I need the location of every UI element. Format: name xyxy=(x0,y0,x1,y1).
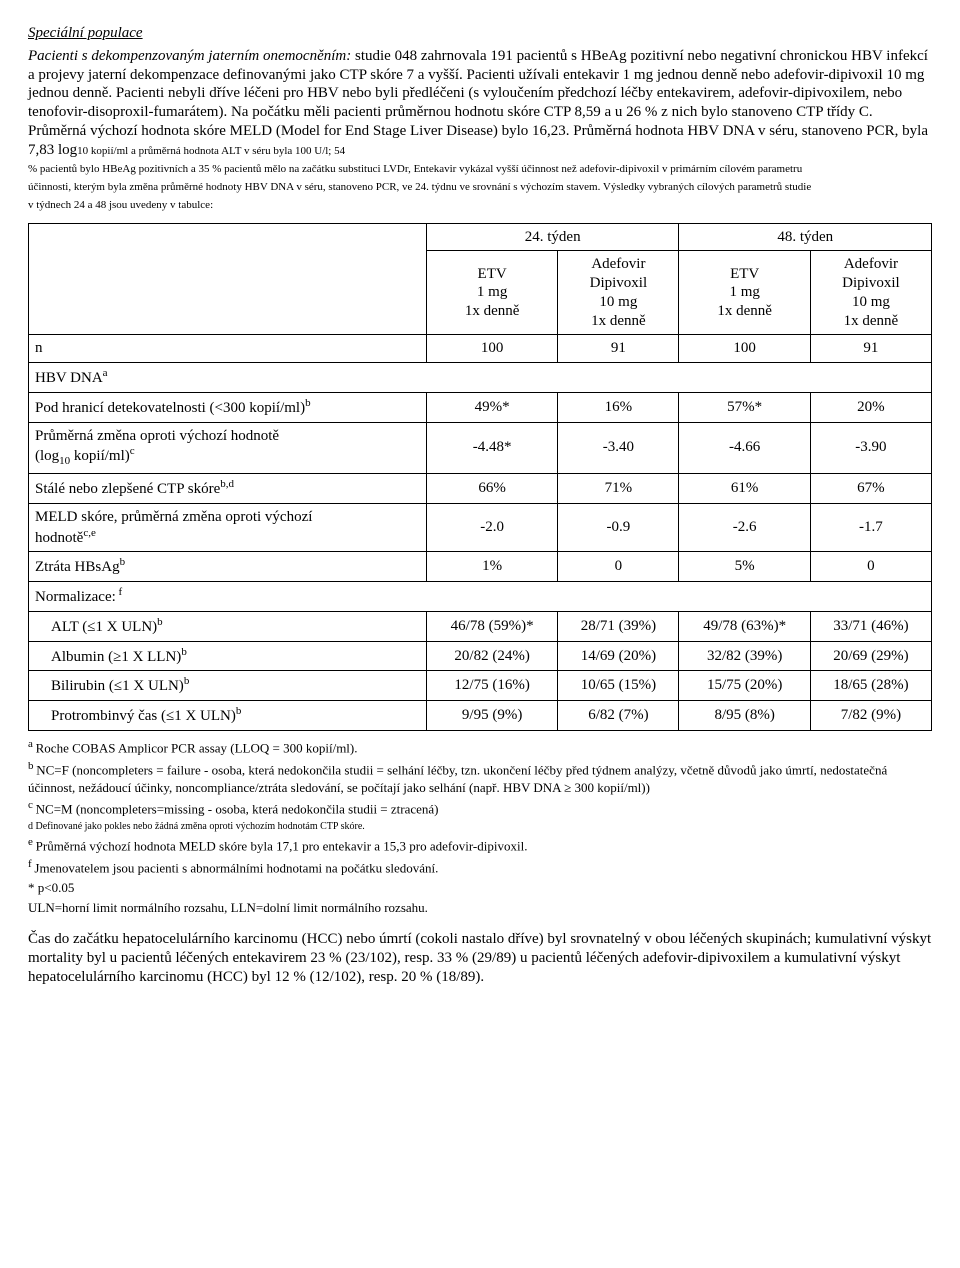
row-pt: Protrombinvý čas (≤1 X ULN)b 9/95 (9%) 6… xyxy=(29,701,932,731)
cell: 91 xyxy=(810,335,931,363)
cell: -1.7 xyxy=(810,503,931,552)
cell-meanchange-label: Průměrná změna oproti výchozí hodnotě (l… xyxy=(29,422,427,474)
cell: -2.6 xyxy=(679,503,810,552)
cell: 20% xyxy=(810,392,931,422)
col-adf-24: Adefovir Dipivoxil 10 mg 1x denně xyxy=(558,251,679,335)
para-small-3: v týdnech 24 a 48 jsou uvedeny v tabulce… xyxy=(28,199,932,213)
cell-below-label: Pod hranicí detekovatelnosti (<300 kopií… xyxy=(29,392,427,422)
cell: 15/75 (20%) xyxy=(679,671,810,701)
cell: 57%* xyxy=(679,392,810,422)
para1-body: studie 048 zahrnovala 191 pacientů s HBe… xyxy=(28,48,928,158)
col-adf-48: Adefovir Dipivoxil 10 mg 1x denně xyxy=(810,251,931,335)
col-etv-24: ETV 1 mg 1x denně xyxy=(426,251,557,335)
para-1: Pacienti s dekompenzovaným jaterním onem… xyxy=(28,47,932,160)
section-heading: Speciální populace xyxy=(28,24,932,43)
cell-hbsag-label: Ztráta HBsAgb xyxy=(29,552,427,582)
footnote-e: e Průměrná výchozí hodnota MELD skóre by… xyxy=(28,835,932,855)
cell: 67% xyxy=(810,474,931,504)
cell: 71% xyxy=(558,474,679,504)
cell: 20/69 (29%) xyxy=(810,641,931,671)
cell: 33/71 (46%) xyxy=(810,611,931,641)
row-alt: ALT (≤1 X ULN)b 46/78 (59%)* 28/71 (39%)… xyxy=(29,611,932,641)
cell-alb-label: Albumin (≥1 X LLN)b xyxy=(29,641,427,671)
cell: 49/78 (63%)* xyxy=(679,611,810,641)
cell: 18/65 (28%) xyxy=(810,671,931,701)
footnotes-block: a Roche COBAS Amplicor PCR assay (LLOQ =… xyxy=(28,737,932,917)
cell: -3.90 xyxy=(810,422,931,474)
cell: -4.66 xyxy=(679,422,810,474)
cell: 0 xyxy=(810,552,931,582)
footnote-c: c NC=M (noncompleters=missing - osoba, k… xyxy=(28,798,932,818)
cell-alt-label: ALT (≤1 X ULN)b xyxy=(29,611,427,641)
cell: 9/95 (9%) xyxy=(426,701,557,731)
cell: 66% xyxy=(426,474,557,504)
cell: 6/82 (7%) xyxy=(558,701,679,731)
cell: -3.40 xyxy=(558,422,679,474)
table-header-row-1: 24. týden 48. týden xyxy=(29,223,932,251)
cell-meld-label: MELD skóre, průměrná změna oproti výchoz… xyxy=(29,503,427,552)
footnote-b: b NC=F (noncompleters = failure - osoba,… xyxy=(28,759,932,796)
cell: 100 xyxy=(679,335,810,363)
cell-ctp-label: Stálé nebo zlepšené CTP skóreb,d xyxy=(29,474,427,504)
cell: 61% xyxy=(679,474,810,504)
cell: 1% xyxy=(426,552,557,582)
para1-sub: 10 kopií/ml a průměrná hodnota ALT v sér… xyxy=(77,145,345,157)
header-week24: 24. týden xyxy=(426,223,679,251)
cell: -2.0 xyxy=(426,503,557,552)
row-bilirubin: Bilirubin (≤1 X ULN)b 12/75 (16%) 10/65 … xyxy=(29,671,932,701)
cell-norm-label: Normalizace: f xyxy=(29,582,932,612)
para-small-2: účinnosti, kterým byla změna průměrné ho… xyxy=(28,181,932,195)
row-normalization: Normalizace: f xyxy=(29,582,932,612)
col-etv-48: ETV 1 mg 1x denně xyxy=(679,251,810,335)
cell: -0.9 xyxy=(558,503,679,552)
cell: 32/82 (39%) xyxy=(679,641,810,671)
closing-para: Čas do začátku hepatocelulárního karcino… xyxy=(28,930,932,986)
row-mean-change: Průměrná změna oproti výchozí hodnotě (l… xyxy=(29,422,932,474)
results-table: 24. týden 48. týden ETV 1 mg 1x denně Ad… xyxy=(28,223,932,731)
footnote-f: f Jmenovatelem jsou pacienti s abnormáln… xyxy=(28,857,932,877)
cell: 16% xyxy=(558,392,679,422)
cell: 49%* xyxy=(426,392,557,422)
row-hbsag: Ztráta HBsAgb 1% 0 5% 0 xyxy=(29,552,932,582)
para1-lead: Pacienti s dekompenzovaným jaterním onem… xyxy=(28,48,351,64)
row-below-detection: Pod hranicí detekovatelnosti (<300 kopií… xyxy=(29,392,932,422)
row-n: n 100 91 100 91 xyxy=(29,335,932,363)
row-ctp: Stálé nebo zlepšené CTP skóreb,d 66% 71%… xyxy=(29,474,932,504)
cell: 7/82 (9%) xyxy=(810,701,931,731)
cell-bil-label: Bilirubin (≤1 X ULN)b xyxy=(29,671,427,701)
cell: -4.48* xyxy=(426,422,557,474)
cell-pt-label: Protrombinvý čas (≤1 X ULN)b xyxy=(29,701,427,731)
footnote-d: d Definované jako pokles nebo žádná změn… xyxy=(28,820,932,834)
cell-n-label: n xyxy=(29,335,427,363)
cell: 10/65 (15%) xyxy=(558,671,679,701)
header-week48: 48. týden xyxy=(679,223,932,251)
cell-hbvdna-label: HBV DNAa xyxy=(29,363,932,393)
cell: 20/82 (24%) xyxy=(426,641,557,671)
cell: 12/75 (16%) xyxy=(426,671,557,701)
cell: 28/71 (39%) xyxy=(558,611,679,641)
cell: 91 xyxy=(558,335,679,363)
cell: 14/69 (20%) xyxy=(558,641,679,671)
cell: 0 xyxy=(558,552,679,582)
footnote-uln: ULN=horní limit normálního rozsahu, LLN=… xyxy=(28,899,932,917)
para-small-1: % pacientů bylo HBeAg pozitivních a 35 %… xyxy=(28,163,932,177)
footnote-star: * p<0.05 xyxy=(28,879,932,897)
cell: 100 xyxy=(426,335,557,363)
cell: 46/78 (59%)* xyxy=(426,611,557,641)
cell: 8/95 (8%) xyxy=(679,701,810,731)
cell: 5% xyxy=(679,552,810,582)
row-hbvdna: HBV DNAa xyxy=(29,363,932,393)
footnote-a: a Roche COBAS Amplicor PCR assay (LLOQ =… xyxy=(28,737,932,757)
row-albumin: Albumin (≥1 X LLN)b 20/82 (24%) 14/69 (2… xyxy=(29,641,932,671)
row-meld: MELD skóre, průměrná změna oproti výchoz… xyxy=(29,503,932,552)
